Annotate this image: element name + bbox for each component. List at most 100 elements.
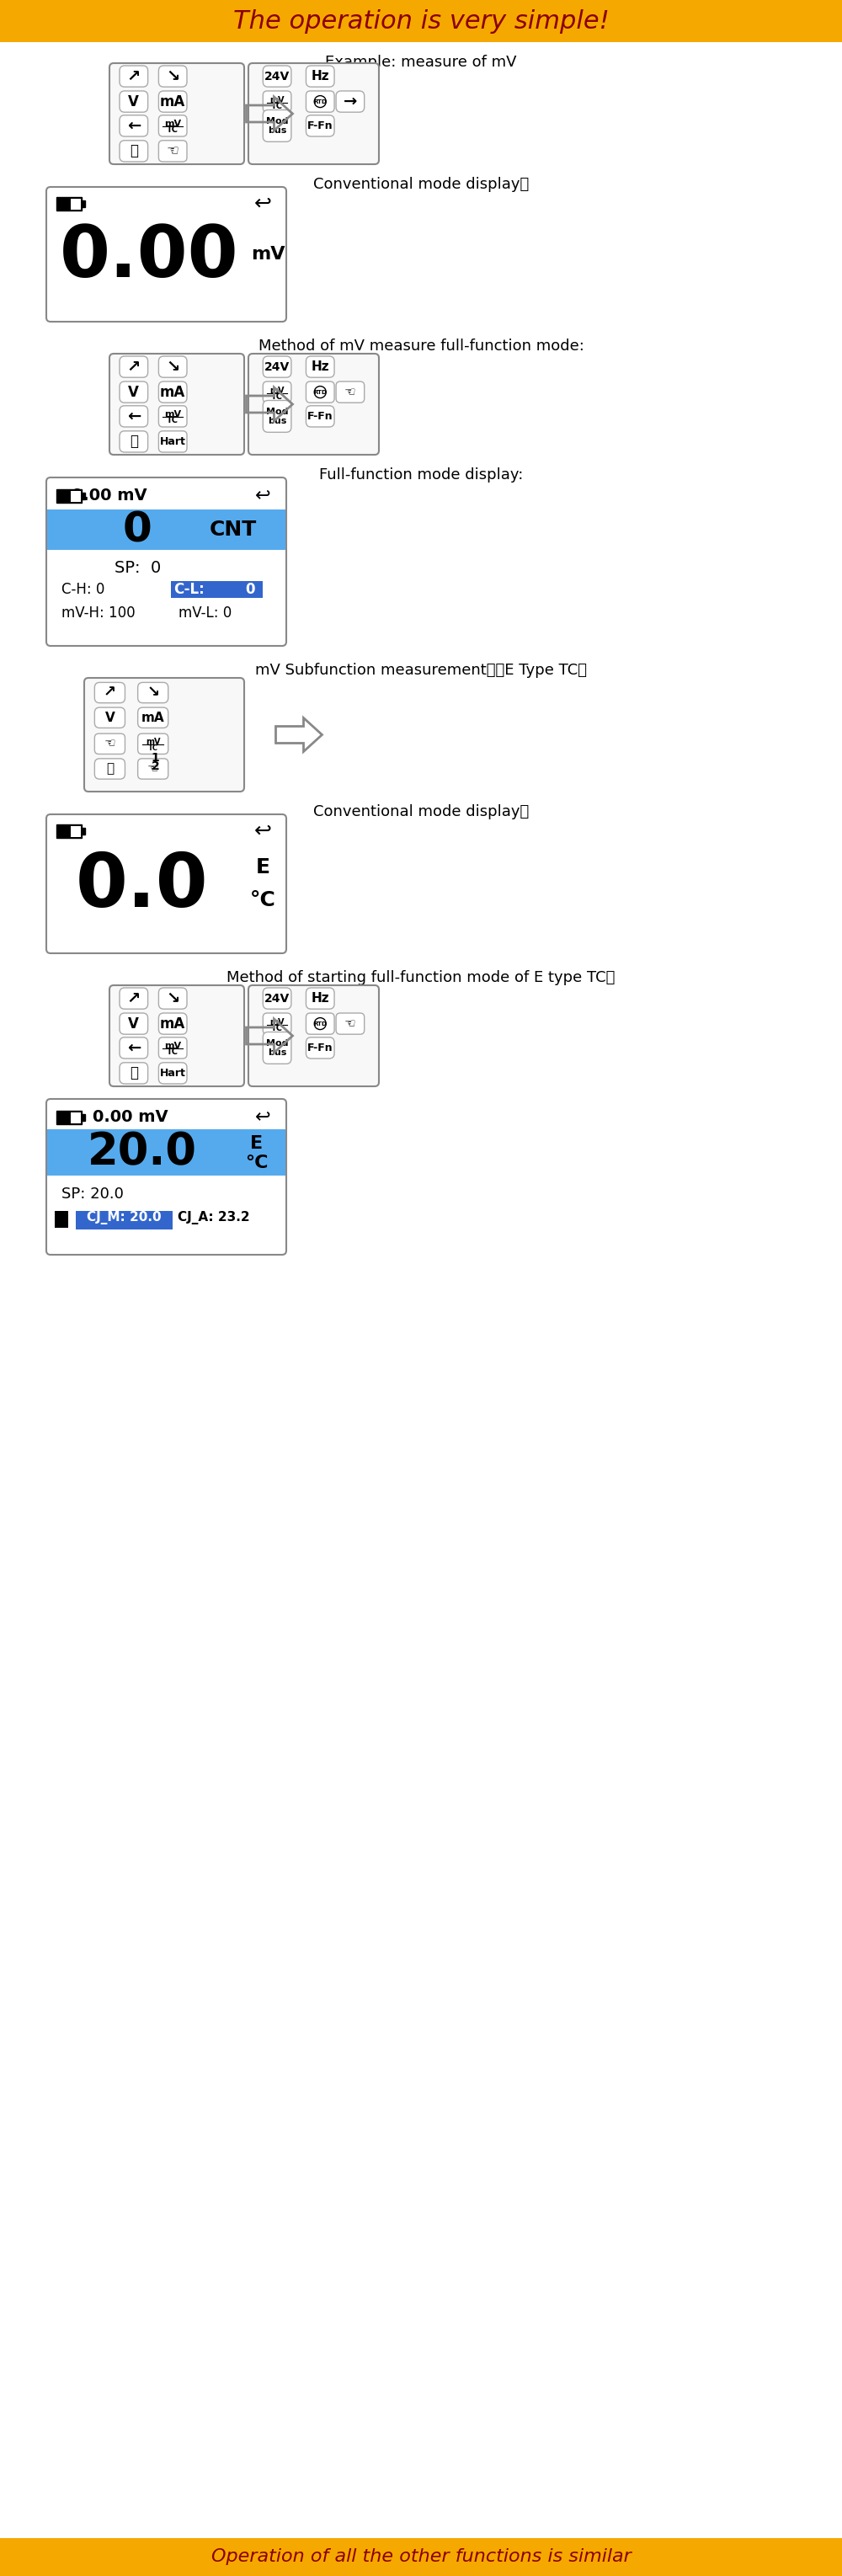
Text: °C: °C <box>250 891 275 909</box>
Bar <box>47 510 285 549</box>
Text: 20.0: 20.0 <box>88 1131 197 1175</box>
FancyBboxPatch shape <box>158 90 187 113</box>
FancyBboxPatch shape <box>263 1033 291 1064</box>
Text: ↘: ↘ <box>166 358 179 376</box>
Bar <box>82 827 85 835</box>
Text: C-L:: C-L: <box>173 582 205 598</box>
Text: ↩: ↩ <box>255 1110 270 1126</box>
Text: 24V: 24V <box>264 361 290 374</box>
Text: Mod
bus: Mod bus <box>266 407 288 425</box>
Bar <box>0 0 842 41</box>
Text: Operation of all the other functions is similar: Operation of all the other functions is … <box>211 2548 631 2566</box>
FancyBboxPatch shape <box>120 64 148 88</box>
Bar <box>56 196 82 211</box>
Text: F-Fn: F-Fn <box>307 121 333 131</box>
Text: ↘: ↘ <box>166 989 179 1007</box>
Text: TC: TC <box>167 417 179 425</box>
Text: 0: 0 <box>246 582 255 598</box>
Text: ↘: ↘ <box>147 685 159 701</box>
FancyBboxPatch shape <box>120 1012 148 1036</box>
Bar <box>82 1113 85 1121</box>
FancyBboxPatch shape <box>94 734 125 755</box>
Text: CJ_M: 20.0: CJ_M: 20.0 <box>87 1211 162 1224</box>
Text: Conventional mode display：: Conventional mode display： <box>313 804 529 819</box>
Text: E: E <box>256 858 269 878</box>
FancyBboxPatch shape <box>109 64 244 165</box>
Bar <box>82 201 85 206</box>
FancyBboxPatch shape <box>158 430 187 453</box>
FancyBboxPatch shape <box>94 683 125 703</box>
Bar <box>71 1113 81 1123</box>
Text: ↗: ↗ <box>127 989 141 1007</box>
FancyBboxPatch shape <box>158 1038 187 1059</box>
Text: Hart: Hart <box>160 1066 186 1079</box>
Text: RTD: RTD <box>313 98 327 103</box>
Text: TC: TC <box>271 1023 283 1033</box>
Text: mV: mV <box>164 1043 181 1051</box>
Text: RTD: RTD <box>313 1020 327 1025</box>
FancyBboxPatch shape <box>138 734 168 755</box>
Text: mA: mA <box>141 711 165 724</box>
Text: ↗: ↗ <box>127 358 141 376</box>
FancyBboxPatch shape <box>109 353 244 456</box>
FancyBboxPatch shape <box>336 381 365 402</box>
Text: ↘: ↘ <box>166 70 179 85</box>
FancyBboxPatch shape <box>120 407 148 428</box>
Text: mV-L: 0: mV-L: 0 <box>179 605 232 621</box>
FancyBboxPatch shape <box>120 987 148 1010</box>
Text: Example: measure of mV: Example: measure of mV <box>325 54 517 70</box>
Text: Hart: Hart <box>160 435 186 448</box>
FancyBboxPatch shape <box>158 355 187 379</box>
Bar <box>56 1110 82 1123</box>
FancyBboxPatch shape <box>158 64 187 88</box>
Text: mV: mV <box>251 245 285 263</box>
Text: Hz: Hz <box>311 992 329 1005</box>
FancyBboxPatch shape <box>306 355 334 379</box>
Text: mA: mA <box>160 1015 185 1030</box>
FancyBboxPatch shape <box>120 142 148 162</box>
FancyBboxPatch shape <box>138 708 168 729</box>
Text: V: V <box>128 384 139 399</box>
Text: mV-H: 100: mV-H: 100 <box>61 605 136 621</box>
Text: TC: TC <box>148 744 158 752</box>
FancyBboxPatch shape <box>306 1038 334 1059</box>
Text: V: V <box>128 1015 139 1030</box>
FancyBboxPatch shape <box>120 1061 148 1084</box>
Text: →: → <box>344 93 357 111</box>
FancyBboxPatch shape <box>336 1012 365 1036</box>
FancyBboxPatch shape <box>263 355 291 379</box>
Text: mV: mV <box>164 410 181 420</box>
FancyBboxPatch shape <box>158 1012 187 1036</box>
Text: Mod
bus: Mod bus <box>266 116 288 134</box>
Bar <box>71 198 81 209</box>
Text: 24V: 24V <box>264 70 290 82</box>
Text: CJ_A: 23.2: CJ_A: 23.2 <box>178 1211 250 1224</box>
FancyBboxPatch shape <box>306 64 334 88</box>
Bar <box>171 582 263 598</box>
FancyBboxPatch shape <box>263 64 291 88</box>
FancyBboxPatch shape <box>306 1012 334 1036</box>
FancyBboxPatch shape <box>263 90 291 113</box>
FancyBboxPatch shape <box>336 90 365 113</box>
Text: mA: mA <box>160 384 185 399</box>
FancyBboxPatch shape <box>248 353 379 456</box>
Text: 0.00 mV: 0.00 mV <box>72 487 147 505</box>
FancyBboxPatch shape <box>263 381 291 402</box>
FancyBboxPatch shape <box>263 399 291 433</box>
FancyBboxPatch shape <box>46 477 286 647</box>
FancyBboxPatch shape <box>158 407 187 428</box>
Text: SP: 20.0: SP: 20.0 <box>61 1188 124 1200</box>
Text: E: E <box>250 1136 264 1151</box>
Text: Conventional mode display：: Conventional mode display： <box>313 178 529 193</box>
Text: ←: ← <box>127 118 141 134</box>
Bar <box>71 489 81 502</box>
FancyBboxPatch shape <box>306 381 334 402</box>
Text: ↩: ↩ <box>255 487 270 505</box>
Text: 0.00: 0.00 <box>60 222 239 291</box>
Text: CNT: CNT <box>210 520 257 541</box>
Text: ↗: ↗ <box>127 70 141 85</box>
Text: TC: TC <box>271 100 283 111</box>
Text: ⏻: ⏻ <box>130 1066 138 1082</box>
Text: ⏻: ⏻ <box>130 433 138 448</box>
Text: F-Fn: F-Fn <box>307 1043 333 1054</box>
